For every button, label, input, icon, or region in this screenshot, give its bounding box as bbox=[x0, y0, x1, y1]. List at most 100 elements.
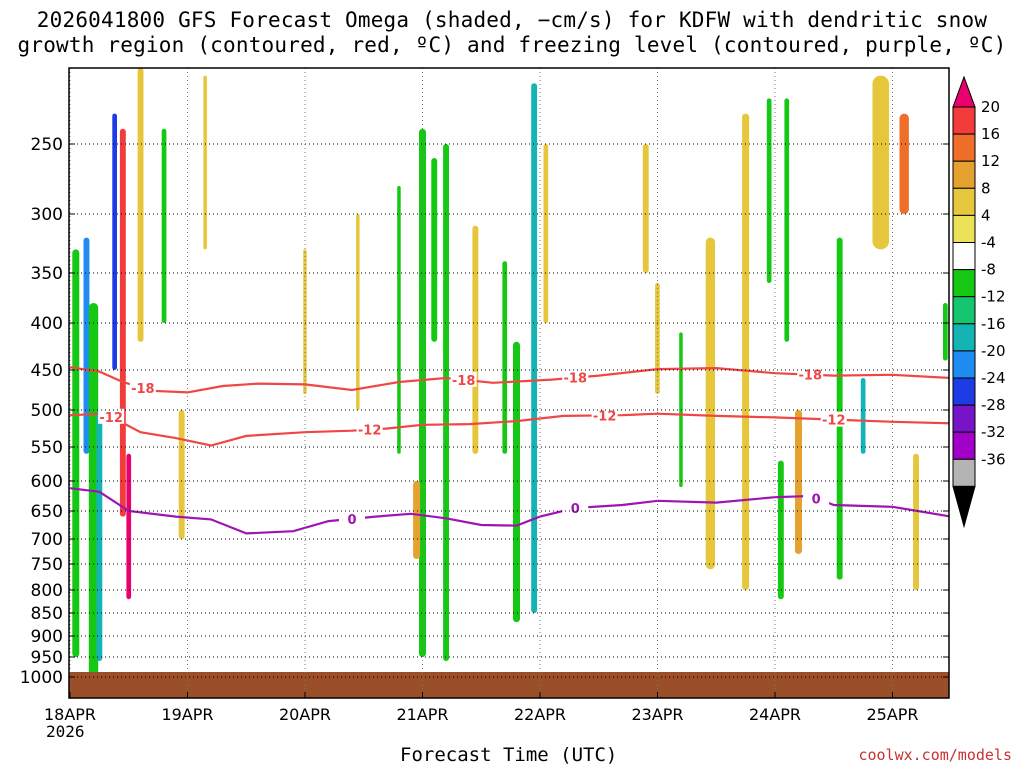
colorbar-label: -28 bbox=[981, 396, 1006, 414]
x-tick-label: 19APR bbox=[161, 705, 213, 724]
contour-label-bg bbox=[339, 510, 365, 526]
x-axis-label: Forecast Time (UTC) bbox=[400, 744, 618, 766]
colorbar-segment bbox=[952, 214, 976, 243]
contour-label: -18 bbox=[131, 382, 155, 397]
omega-shaded-region bbox=[119, 128, 126, 517]
omega-shaded-region bbox=[203, 75, 207, 250]
omega-shaded-region bbox=[303, 249, 307, 394]
y-tick-label: 300 bbox=[31, 205, 63, 225]
colorbar-segment bbox=[952, 133, 976, 162]
omega-shaded-region bbox=[531, 83, 538, 613]
omega-shaded-region bbox=[443, 144, 449, 661]
y-tick-label: 350 bbox=[31, 264, 63, 284]
x-tick-label: 21APR bbox=[396, 705, 448, 724]
contour-label: 0 bbox=[347, 513, 356, 528]
omega-shaded-region bbox=[679, 332, 683, 487]
omega-shaded-region bbox=[472, 225, 479, 454]
omega-shaded-region bbox=[899, 113, 909, 214]
y-tick-label: 250 bbox=[31, 135, 63, 155]
credit-text[interactable]: coolwx.com/models bbox=[858, 746, 1012, 764]
omega-shaded-region bbox=[860, 378, 866, 454]
colorbar-label: -24 bbox=[981, 369, 1006, 387]
contour-label-bg bbox=[591, 407, 618, 423]
omega-shaded-region bbox=[431, 158, 438, 342]
colorbar-label: 16 bbox=[981, 125, 1000, 143]
omega-shaded-region bbox=[913, 453, 919, 590]
colorbar-segment bbox=[952, 323, 976, 352]
colorbar-label: -4 bbox=[981, 234, 996, 252]
y-tick-label: 550 bbox=[31, 438, 63, 458]
omega-shaded-region bbox=[356, 214, 360, 410]
omega-shaded-region bbox=[126, 453, 132, 600]
contour-label-bg bbox=[797, 366, 824, 382]
omega-shaded-region bbox=[178, 410, 185, 539]
colorbar-label: -12 bbox=[981, 288, 1006, 306]
colorbar-label: -8 bbox=[981, 261, 996, 279]
terrain-surface bbox=[69, 672, 949, 698]
colorbar-segment bbox=[952, 404, 976, 433]
contour-label-bg bbox=[820, 411, 847, 427]
contour-label: 0 bbox=[571, 502, 580, 517]
y-tick-label: 500 bbox=[31, 401, 63, 421]
y-tick-label: 650 bbox=[31, 502, 63, 522]
colorbar-label: 8 bbox=[981, 179, 991, 197]
omega-shaded-region bbox=[72, 249, 80, 657]
contour-label-bg bbox=[803, 490, 830, 506]
omega-shaded-region bbox=[642, 144, 649, 273]
contour-label-bg bbox=[98, 408, 125, 424]
omega-shaded-region bbox=[513, 341, 520, 623]
contour-label: -18 bbox=[799, 369, 823, 384]
x-tick-label: 25APR bbox=[866, 705, 918, 724]
y-tick-label: 750 bbox=[31, 555, 63, 575]
omega-shaded-region bbox=[784, 98, 790, 342]
contour-label-bg bbox=[129, 379, 156, 395]
y-tick-label: 1000 bbox=[20, 668, 63, 688]
omega-shaded-region bbox=[872, 75, 889, 250]
colorbar-segment bbox=[952, 431, 976, 460]
colorbar-label: 20 bbox=[981, 98, 1000, 116]
y-tick-label: 400 bbox=[31, 314, 63, 334]
omega-shaded-region bbox=[777, 460, 784, 600]
colorbar-label: -20 bbox=[981, 342, 1006, 360]
omega-shaded-region bbox=[766, 98, 772, 284]
y-tick-label: 950 bbox=[31, 648, 63, 668]
omega-shaded-region bbox=[742, 113, 750, 590]
contour-line-minus12 bbox=[69, 412, 949, 447]
omega-shaded-region bbox=[705, 237, 716, 570]
omega-shaded-region bbox=[795, 410, 802, 554]
colorbar-segment bbox=[952, 187, 976, 216]
colorbar-segment bbox=[952, 350, 976, 379]
contour-label: -12 bbox=[99, 411, 123, 426]
colorbar-label: -32 bbox=[981, 423, 1006, 441]
colorbar-label: 4 bbox=[981, 206, 991, 224]
omega-shaded-region bbox=[655, 283, 660, 394]
contour-label: -18 bbox=[452, 374, 476, 389]
omega-shaded-region bbox=[543, 144, 549, 323]
colorbar-label: -16 bbox=[981, 315, 1006, 333]
omega-shaded-region bbox=[83, 237, 90, 454]
x-tick-label: 18APR bbox=[44, 705, 96, 724]
contour-label: -12 bbox=[822, 414, 846, 429]
colorbar-segment bbox=[952, 160, 976, 189]
omega-shaded-region bbox=[161, 128, 167, 323]
omega-shaded-region bbox=[397, 186, 401, 454]
y-tick-label: 450 bbox=[31, 361, 63, 381]
contour-label-bg bbox=[450, 371, 477, 387]
omega-shaded-region bbox=[943, 303, 948, 361]
contour-label: 0 bbox=[812, 492, 821, 507]
y-tick-label: 600 bbox=[31, 472, 63, 492]
contour-line-0 bbox=[69, 487, 949, 535]
colorbar-segment bbox=[952, 458, 976, 487]
colorbar-bottom-arrow bbox=[952, 485, 976, 529]
x-axis-year: 2026 bbox=[46, 722, 85, 741]
colorbar-segment bbox=[952, 269, 976, 298]
y-tick-label: 700 bbox=[31, 530, 63, 550]
colorbar-label: 12 bbox=[981, 152, 1000, 170]
omega-shaded-region bbox=[413, 481, 421, 559]
contour-label: -12 bbox=[593, 409, 617, 424]
colorbar-segment bbox=[952, 377, 976, 406]
colorbar-top-arrow bbox=[952, 75, 976, 108]
colorbar-segment bbox=[952, 296, 976, 325]
x-tick-label: 24APR bbox=[749, 705, 801, 724]
